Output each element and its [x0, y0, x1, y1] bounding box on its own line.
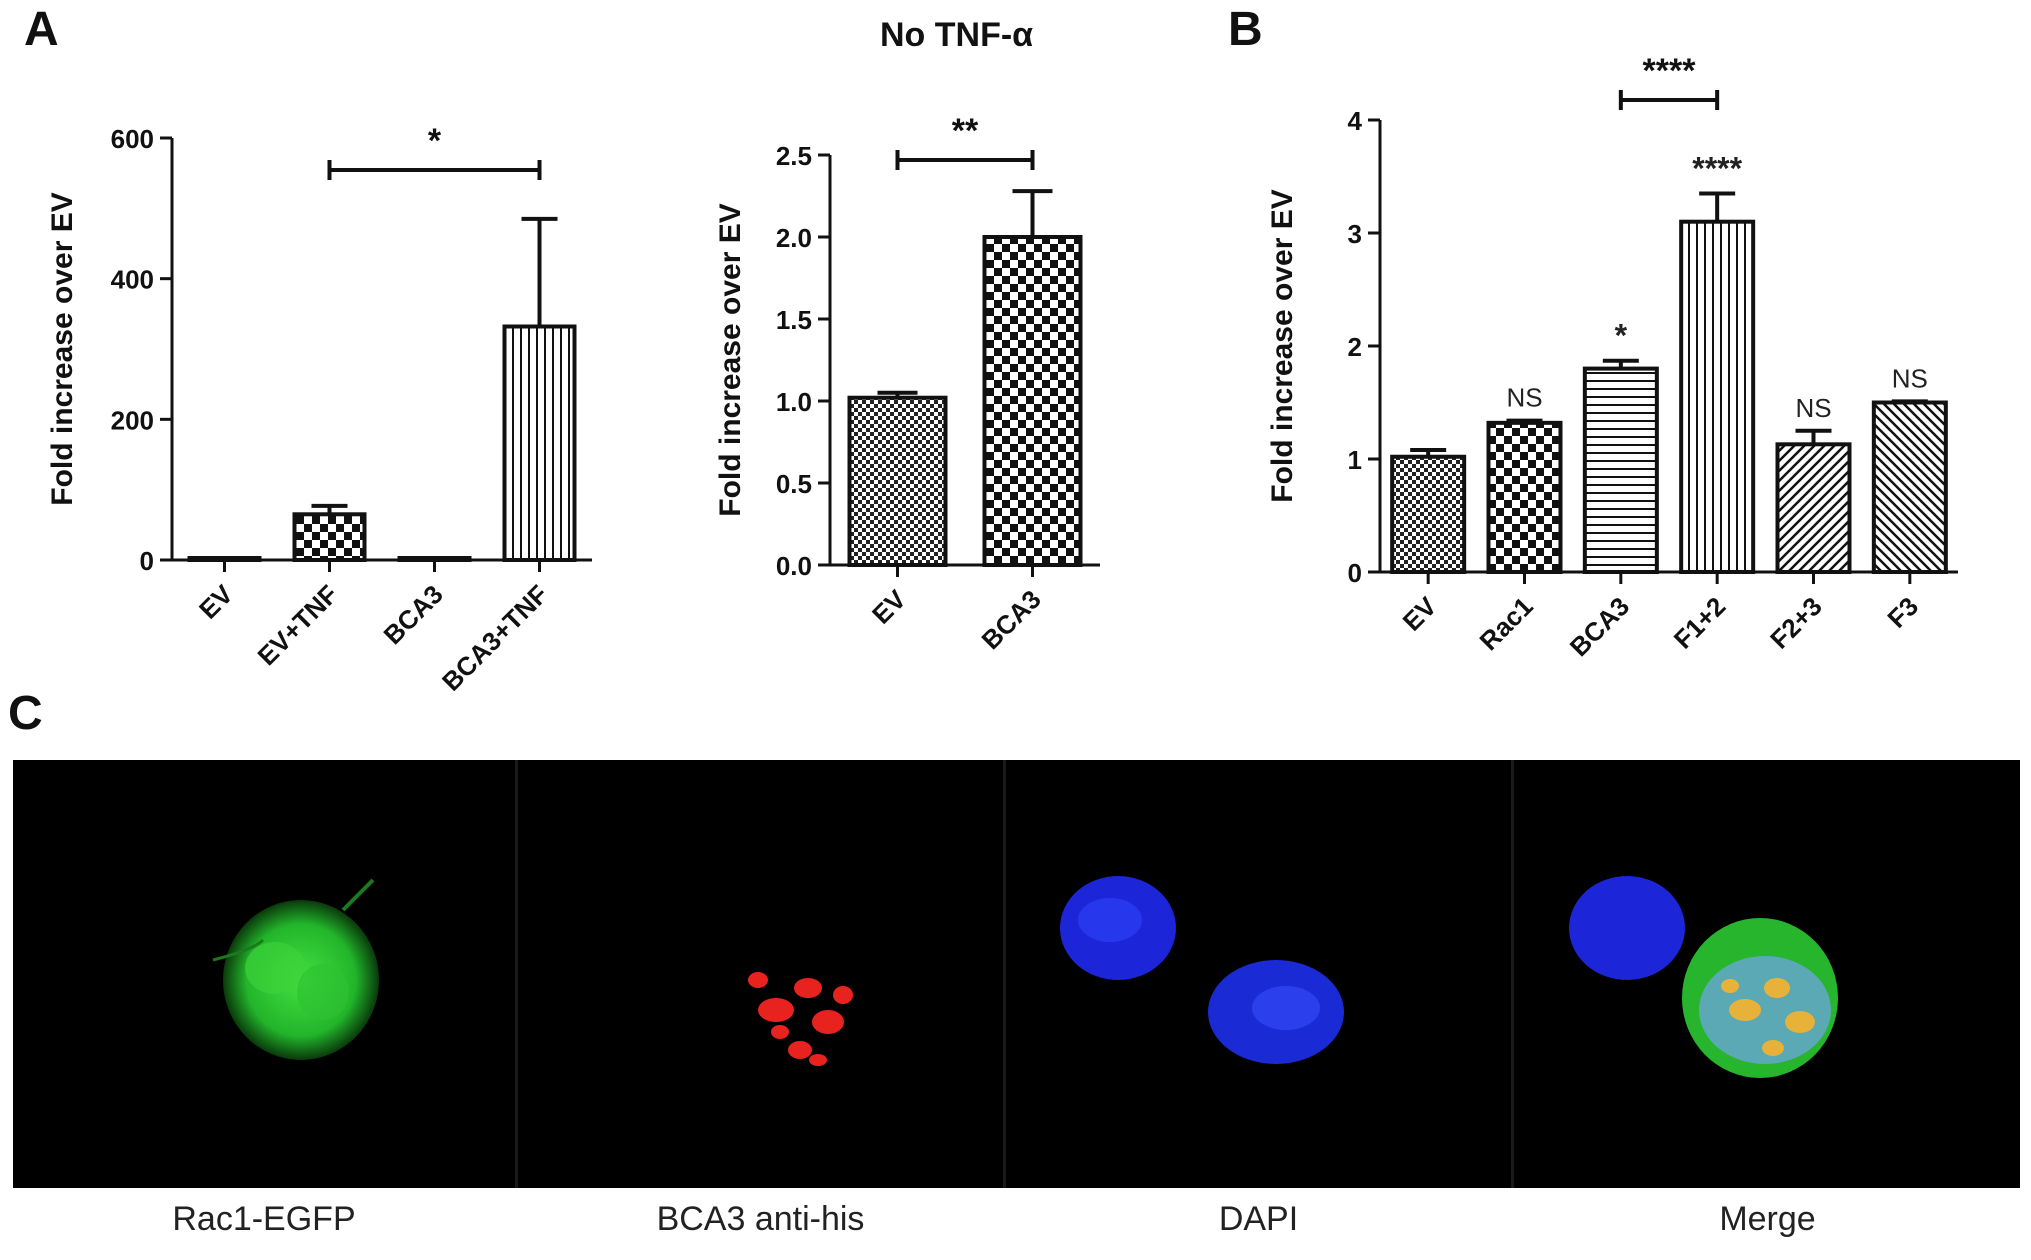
y-tick-label: 600 — [111, 124, 154, 154]
bar-bca3 — [397, 556, 472, 562]
y-tick-label: 1.5 — [776, 305, 812, 335]
x-tick-label: BCA3 — [975, 584, 1046, 655]
y-axis-label: Fold increase over EV — [714, 203, 747, 516]
panel-letter-b: B — [1228, 3, 1263, 56]
y-tick-label: 3 — [1348, 219, 1362, 249]
bar-bca3 — [982, 235, 1083, 567]
x-tick-label: BCA3+TNF — [436, 579, 554, 697]
panel-letter-a: A — [24, 3, 59, 56]
bracket-label: **** — [1643, 52, 1697, 90]
y-tick-label: 0 — [140, 546, 154, 576]
micro-label-dapi: DAPI — [1218, 1200, 1299, 1238]
significance-label: * — [1615, 318, 1628, 354]
x-tick-label: F1+2 — [1668, 591, 1732, 655]
bar-f2-3 — [1775, 442, 1852, 574]
y-tick-label: 1.0 — [776, 387, 812, 417]
x-tick-label: Rac1 — [1474, 591, 1539, 656]
y-tick-label: 400 — [111, 265, 154, 295]
x-tick-label: EV+TNF — [252, 579, 344, 671]
bar-ev — [1390, 454, 1467, 574]
x-tick-label: EV — [193, 579, 239, 625]
bar-ev-tnf — [292, 512, 367, 562]
x-tick-label: F2+3 — [1764, 591, 1828, 655]
micro-label-merge: Merge — [1719, 1200, 1816, 1238]
x-tick-label: EV — [866, 584, 912, 630]
chart-title-no-tnf: No TNF-α — [880, 16, 1034, 54]
micro-panel-bca3-anti-his — [518, 760, 1003, 1188]
y-tick-label: 4 — [1348, 106, 1363, 136]
significance-label: NS — [1795, 393, 1831, 423]
y-tick-label: 0.0 — [776, 551, 812, 581]
x-tick-label: EV — [1397, 591, 1443, 637]
bar-ev — [847, 395, 948, 567]
micro-panel-rac1-egfp — [13, 760, 515, 1188]
bar-f1-2 — [1679, 219, 1756, 574]
red-cell-image — [748, 972, 853, 1066]
chart-panel-a-no-tnf: 0.0 0.5 1.0 1.5 2.0 2.5 Fold increase over EV E… — [714, 112, 1100, 655]
x-tick-label: BCA3 — [1564, 591, 1635, 662]
y-tick-label: 1 — [1348, 445, 1362, 475]
bar-bca3 — [1582, 366, 1659, 574]
bar-rac1 — [1486, 420, 1563, 574]
y-tick-label: 2 — [1348, 332, 1362, 362]
blue-nuclei-image — [1060, 876, 1344, 1064]
bracket-label: * — [428, 122, 442, 160]
bar-f3 — [1871, 400, 1948, 574]
significance-label: NS — [1506, 383, 1542, 413]
y-tick-label: 2.5 — [776, 141, 812, 171]
y-tick-label: 2.0 — [776, 223, 812, 253]
microscopy-row — [13, 760, 2020, 1188]
merged-cell-image — [1569, 876, 1838, 1078]
y-tick-label: 0.5 — [776, 469, 812, 499]
micro-label-rac1-egfp: Rac1-EGFP — [172, 1200, 356, 1238]
significance-label: **** — [1692, 150, 1742, 186]
green-cell-image — [212, 878, 379, 1060]
x-tick-label: F3 — [1881, 591, 1924, 634]
chart-panel-a-tnf: 0 200 400 600 Fold increase over EV EV EV+TNF B… — [46, 122, 592, 697]
panel-letter-c: C — [8, 687, 43, 740]
bar-ev — [187, 556, 262, 562]
y-tick-label: 0 — [1348, 558, 1362, 588]
significance-label: NS — [1892, 363, 1928, 393]
x-tick-label: BCA3 — [377, 579, 448, 650]
y-axis-label: Fold increase over EV — [1266, 189, 1299, 502]
bar-bca3-tnf — [502, 324, 577, 563]
bracket-label: ** — [952, 112, 979, 150]
y-axis-label: Fold increase over EV — [46, 192, 79, 505]
micro-panel-dapi — [1006, 760, 1511, 1188]
chart-panel-b-fragments: 0 1 2 3 4 Fold increase over EV EV NS Rac1 * BCA3 *… — [1266, 52, 1958, 662]
y-tick-label: 200 — [111, 405, 154, 435]
micro-panel-merge — [1515, 760, 2020, 1188]
micro-label-bca3-anti-his: BCA3 anti-his — [656, 1200, 865, 1238]
